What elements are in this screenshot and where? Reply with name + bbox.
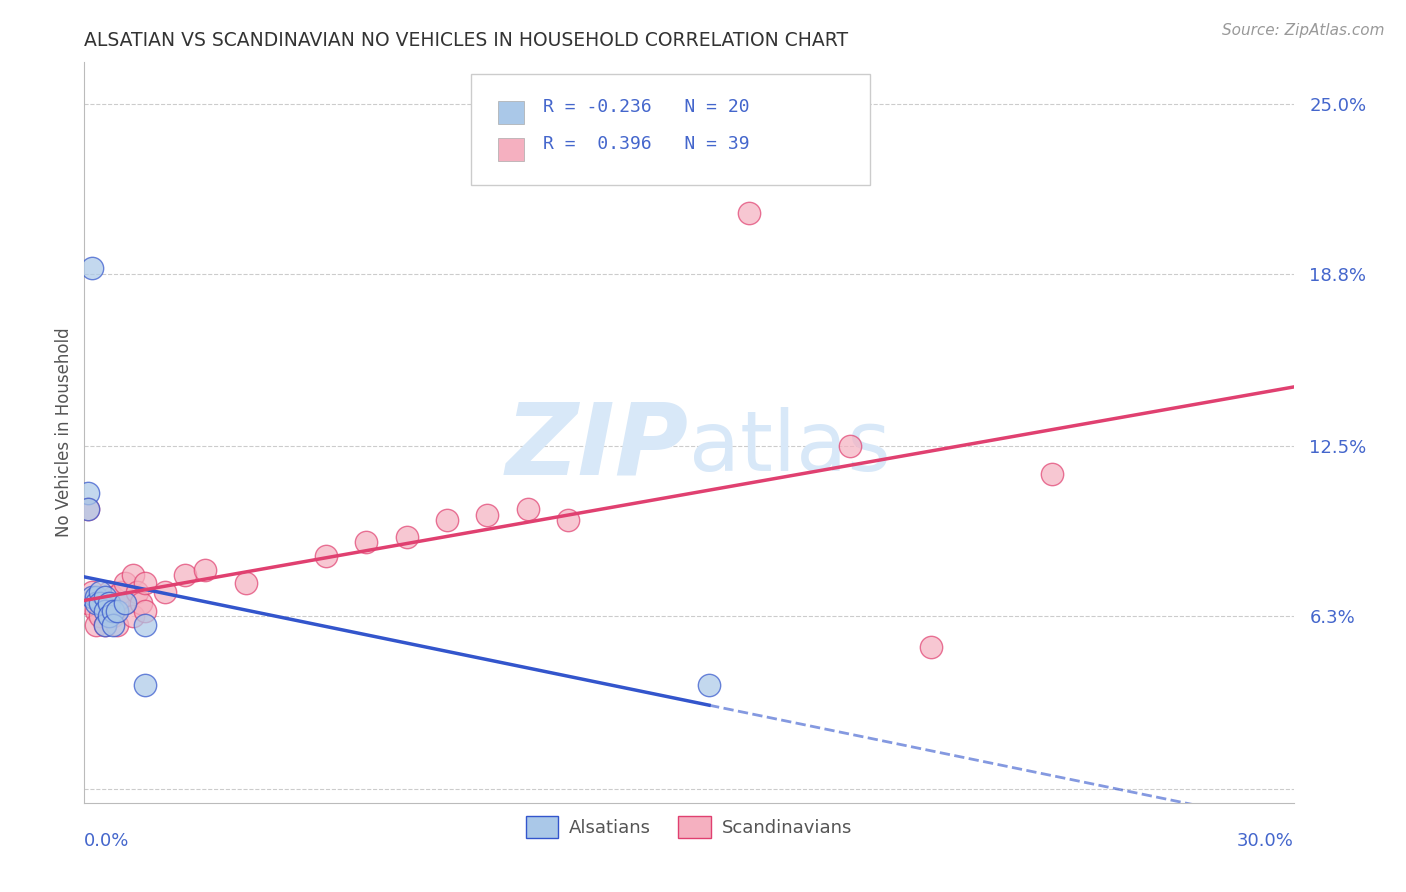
Text: 0.0%: 0.0% (84, 832, 129, 850)
Point (86, 590, 108, 604)
Point (101, 609, 124, 624)
Legend: Alsatians, Scandinavians: Alsatians, Scandinavians (519, 809, 859, 846)
Point (77, 502, 100, 516)
Point (93, 596, 115, 610)
Point (174, 568, 197, 582)
Point (89, 596, 111, 610)
Point (86, 617, 108, 632)
Point (86, 596, 108, 610)
Point (920, 640, 942, 654)
Point (153, 584, 176, 599)
Point (97, 584, 120, 599)
Point (477, 508, 499, 522)
Text: R = -0.236   N = 20: R = -0.236 N = 20 (543, 98, 749, 116)
Point (93, 604, 115, 618)
Point (97, 596, 120, 610)
Point (93, 617, 115, 632)
Point (129, 596, 152, 610)
Point (93, 617, 115, 632)
Point (105, 604, 128, 618)
FancyBboxPatch shape (498, 138, 524, 161)
Point (134, 678, 156, 692)
Point (315, 549, 337, 563)
Point (97, 604, 120, 618)
Text: 30.0%: 30.0% (1237, 832, 1294, 850)
Point (110, 584, 132, 599)
Point (194, 563, 217, 577)
Point (134, 576, 156, 591)
Point (125, 584, 148, 599)
Point (1040, 467, 1063, 481)
Point (235, 576, 257, 591)
Point (89, 584, 111, 599)
Point (134, 604, 156, 618)
Point (105, 596, 128, 610)
Point (114, 576, 136, 591)
Text: atlas: atlas (689, 407, 890, 488)
Point (86, 604, 108, 618)
Point (839, 439, 862, 453)
Point (121, 568, 143, 582)
Point (82, 584, 104, 599)
Point (356, 535, 378, 549)
Point (697, 678, 720, 692)
Point (101, 604, 124, 618)
FancyBboxPatch shape (498, 101, 524, 124)
Point (89, 596, 111, 610)
Point (77, 596, 100, 610)
Point (101, 590, 124, 604)
Point (93, 590, 115, 604)
Point (516, 502, 538, 516)
Point (101, 617, 124, 632)
Point (436, 513, 458, 527)
Text: ZIP: ZIP (506, 399, 689, 496)
Text: ALSATIAN VS SCANDINAVIAN NO VEHICLES IN HOUSEHOLD CORRELATION CHART: ALSATIAN VS SCANDINAVIAN NO VEHICLES IN … (84, 30, 848, 50)
Point (105, 617, 128, 632)
Point (77, 502, 100, 516)
Point (82, 590, 104, 604)
Text: Source: ZipAtlas.com: Source: ZipAtlas.com (1222, 23, 1385, 38)
Point (97, 609, 120, 624)
Point (89, 609, 111, 624)
Point (77, 486, 100, 500)
FancyBboxPatch shape (471, 73, 870, 185)
Point (121, 609, 143, 624)
Point (82, 261, 104, 276)
Point (395, 530, 418, 544)
Point (134, 617, 156, 632)
Text: R =  0.396   N = 39: R = 0.396 N = 39 (543, 135, 749, 153)
Point (557, 513, 579, 527)
Point (114, 596, 136, 610)
Point (114, 596, 136, 610)
Y-axis label: No Vehicles in Household: No Vehicles in Household (55, 327, 73, 538)
Point (738, 206, 761, 220)
